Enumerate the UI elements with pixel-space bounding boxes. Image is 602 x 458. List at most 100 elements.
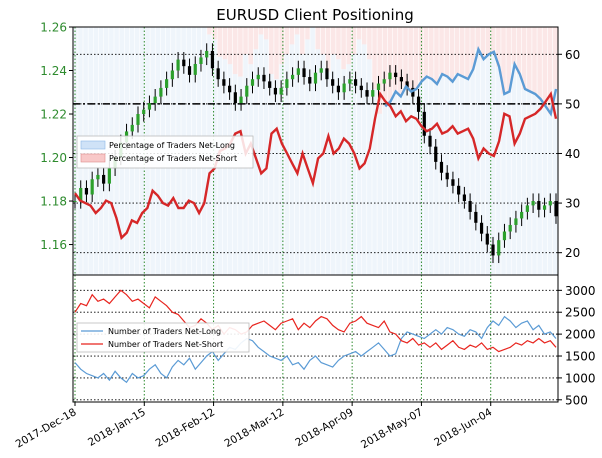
candle-body [388,72,392,80]
bg-bar-net-short [392,27,398,92]
bg-bar-net-short [253,27,259,50]
candle-body [520,211,524,219]
bg-bar-net-long [263,39,269,276]
bg-bar-net-long [506,91,511,275]
bg-bar-net-short [341,27,346,70]
bg-bar-net-long [490,51,496,275]
candle-body [525,205,529,212]
candle-body [285,79,289,88]
bg-bar-net-short [465,27,470,80]
bg-bar-net-short [408,27,413,92]
bg-bar-net-long [470,69,475,275]
candle-body [279,87,283,95]
bg-bar-net-long [521,89,527,275]
candle-body [250,79,255,86]
bg-bar-net-short [325,27,331,72]
bg-bar-net-long [527,91,532,275]
bg-bar-net-short [346,27,352,65]
bg-bar-net-short [207,27,212,35]
candle-body [73,201,77,203]
bg-bar-net-short [351,27,357,55]
series-line-percent-net-long [384,45,558,117]
bg-bar-net-long [284,54,290,275]
bg-bar-net-short [511,27,517,65]
bg-bar-net-long [310,27,315,275]
candle-body [187,66,192,75]
bg-bar-net-long [403,86,408,276]
bg-bar-net-long [367,59,372,275]
bg-bar-net-short [232,27,238,75]
bg-bar-net-long [496,66,501,276]
chart-title: EURUSD Client Positioning [216,6,414,24]
candle-body [290,74,295,80]
bg-bar-net-long [537,98,542,275]
bg-bar-net-long [300,54,305,275]
top-panel: 1.16 1.18 1.20 1.22 1.24 1.26 20 30 40 50 60 Perc… [40,21,580,276]
bg-bar-net-long [253,49,259,275]
bg-bar-net-short [490,27,496,52]
x-tick-label: 2018-Jan-15 [86,406,148,449]
bg-bar-net-long [542,106,548,275]
left-tick-label: 1.16 [40,238,67,252]
candle-body [165,79,169,88]
left-tick-label: 1.24 [40,64,67,78]
x-tick-label: 2018-Feb-12 [154,406,217,450]
candle-body [474,211,478,223]
right-axis-ticks-top: 20 30 40 50 60 [558,48,580,260]
bg-bar-net-long [258,34,264,275]
candle-body [159,87,163,97]
candle-body [497,240,501,256]
candle-body [170,70,174,80]
bg-bar-net-long [501,93,506,276]
bg-bar-net-short [439,27,444,75]
bg-bar-net-short [305,27,310,40]
candle-body [84,187,89,195]
candle-body [359,85,363,91]
bg-bar-net-long [392,91,398,275]
bg-bar-net-long [274,79,279,275]
bottom-legend-box [76,322,250,353]
bg-bar-net-long [387,101,393,276]
candle-body [256,74,260,80]
candle-body [336,85,341,93]
x-tick-label: 2018-Apr-09 [293,406,355,449]
bg-bar-net-short [372,27,377,89]
candle-body [462,194,466,202]
bg-bar-net-short [532,27,537,94]
legend-label-net-long: Percentage of Traders Net-Long [109,141,235,150]
bg-bar-net-short [506,27,511,92]
bg-bar-net-long [377,113,382,275]
bg-bar-net-short [403,27,408,87]
bg-bar-net-long [398,96,403,275]
bg-bar-net-short [537,27,542,99]
candle-body [102,174,106,184]
bg-bar-net-short [475,27,481,50]
bg-bar-net-long [480,59,486,275]
bg-bar-net-long [356,39,362,276]
bg-bar-net-short [542,27,548,107]
candle-body [79,187,83,202]
candle-body [176,59,180,71]
right-tick-label: 500 [565,393,588,407]
candle-body [434,146,438,162]
bg-bar-net-short [527,27,532,92]
bg-bar-net-short [300,27,305,55]
right-tick-label: 40 [565,147,580,161]
series-line-count-net-long [74,315,557,384]
bg-bar-net-short [320,27,326,55]
candle-body [411,87,415,97]
bg-bar-net-short [454,27,460,75]
series-line-percent-net-short [74,91,558,241]
candle-body [405,81,409,88]
bg-bar-net-short [227,27,233,65]
bg-bar-net-long [532,93,537,276]
left-tick-label: 1.22 [40,108,67,122]
bg-bar-net-long [434,84,439,275]
candle-body [222,79,226,86]
candle-body [182,59,186,67]
candle-body [531,201,535,206]
candle-body [548,201,552,206]
bg-bar-net-long [341,69,346,275]
bg-bar-net-long [552,89,558,275]
bg-bar-net-long [459,76,465,275]
